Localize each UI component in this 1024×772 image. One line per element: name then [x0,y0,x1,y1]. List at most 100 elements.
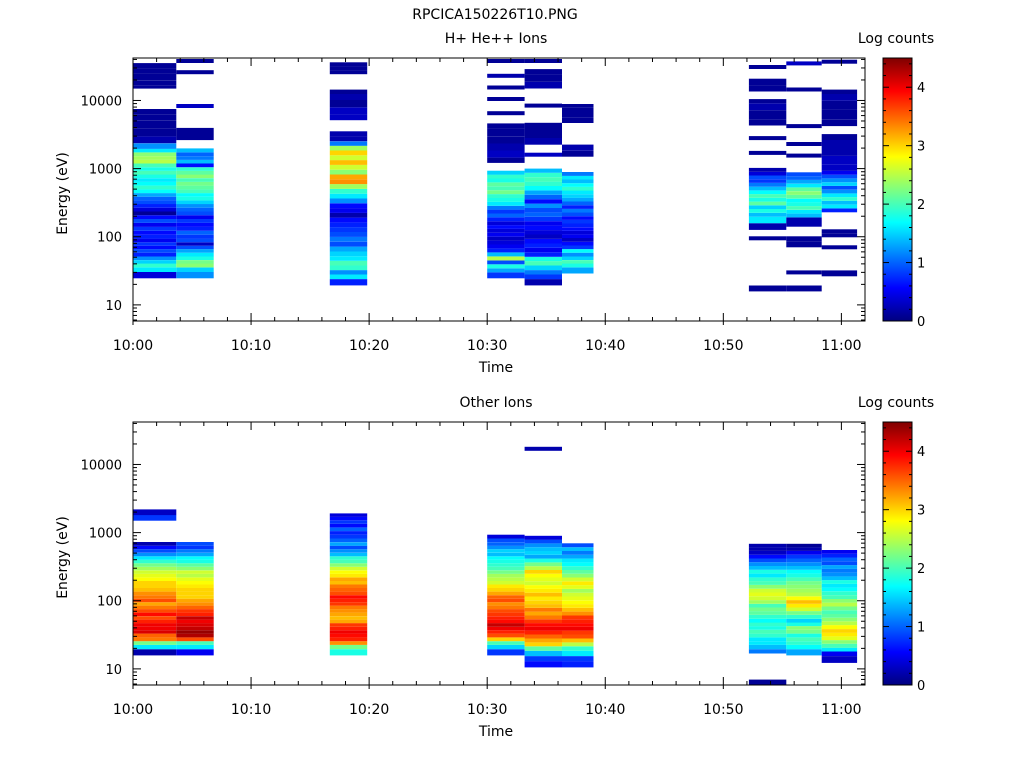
heatmap-cell [562,263,594,268]
heatmap-cell [786,213,822,218]
heatmap-cell [176,556,214,560]
heatmap-cell [133,204,177,208]
heatmap-cell [133,167,177,171]
heatmap-cell [748,550,787,555]
heatmap-cell [562,223,594,228]
heatmap-cell [524,588,562,593]
heatmap-cell [133,641,177,645]
heatmap-cell [562,104,594,108]
heatmap-cell [562,611,594,616]
heatmap-cell [133,171,177,175]
heatmap-cell [176,263,214,268]
heatmap-cell [487,111,525,116]
heatmap-cell [176,598,214,603]
heatmap-cell [133,226,177,231]
heatmap-cell [329,217,368,223]
heatmap-cell [329,623,368,627]
heatmap-cell [133,200,177,205]
heatmap-cell [562,175,594,180]
heatmap-cell [748,596,787,601]
heatmap-cell [786,206,822,210]
heatmap-cell [562,172,594,176]
heatmap-cell [748,554,787,559]
heatmap-cell [176,104,214,108]
heatmap-cell [524,247,562,253]
heatmap-cell [748,136,787,141]
heatmap-cell [329,236,368,242]
heatmap-cell [821,245,858,250]
heatmap-cell [176,159,214,164]
heatmap-cell [748,600,787,604]
heatmap-cell [487,623,525,627]
heatmap-cell [487,213,525,218]
heatmap-cell [524,611,562,616]
heatmap-cell [176,623,214,627]
heatmap-cell [176,204,214,208]
x-tick-label: 10:50 [703,338,743,354]
heatmap-cell [329,591,368,596]
y-tick-label: 10000 [81,458,122,473]
heatmap-cell [176,238,214,243]
heatmap-cell [748,190,787,195]
heatmap-cell [524,230,562,235]
heatmap-cell [562,183,594,187]
heatmap-cell [524,212,562,217]
heatmap-cell [176,649,214,656]
heatmap-cell [786,176,822,180]
heatmap-cell [487,549,525,553]
heatmap-cell [487,570,525,574]
heatmap-cell [821,625,858,629]
heatmap-cell [524,225,562,231]
heatmap-cell [748,167,787,172]
heatmap-cell [487,217,525,222]
heatmap-cell [176,207,214,212]
heatmap-cell [133,207,177,212]
heatmap-cell [329,626,368,631]
heatmap-cell [562,573,594,578]
heatmap-cell [133,573,177,578]
heatmap-cell [133,114,177,121]
heatmap-cell [487,268,525,273]
heatmap-cell [562,661,594,668]
heatmap-cell [524,646,562,651]
heatmap-cell [176,256,214,260]
heatmap-cell [821,270,858,277]
heatmap-cell [487,619,525,624]
heatmap-cell [524,203,562,208]
colorbar [882,57,913,322]
heatmap-cell [748,194,787,198]
heatmap-cell [748,618,787,623]
colorbar-tick-label: 4 [917,445,925,460]
heatmap-cell [329,279,368,286]
heatmap-cell [562,600,594,605]
heatmap-cell [524,129,562,138]
heatmap-cell [562,638,594,643]
heatmap-cell [176,570,214,574]
heatmap-cell [329,256,368,261]
heatmap-cell [329,633,368,638]
heatmap-cell [329,531,368,535]
heatmap-cell [176,602,214,606]
heatmap-cell [821,94,858,101]
heatmap-cell [133,189,177,194]
heatmap-cell [821,208,858,213]
heatmap-cell [748,205,787,209]
heatmap-cell [748,285,787,292]
heatmap-cell [524,138,562,145]
heatmap-cell [329,527,368,532]
heatmap-cell [562,241,594,246]
heatmap-cell [487,595,525,599]
heatmap-cell [133,260,177,264]
heatmap-cell [748,201,787,206]
heatmap-cell [748,110,787,120]
heatmap-cell [487,236,525,241]
heatmap-cell [821,164,858,171]
heatmap-cell [524,535,562,540]
heatmap-cell [821,182,858,186]
x-axis-label: Time [478,360,513,376]
heatmap-cell [133,148,177,153]
heatmap-cell [562,543,594,548]
heatmap-cell [329,169,368,175]
heatmap-cell [329,107,368,115]
heatmap-cell [748,611,787,615]
